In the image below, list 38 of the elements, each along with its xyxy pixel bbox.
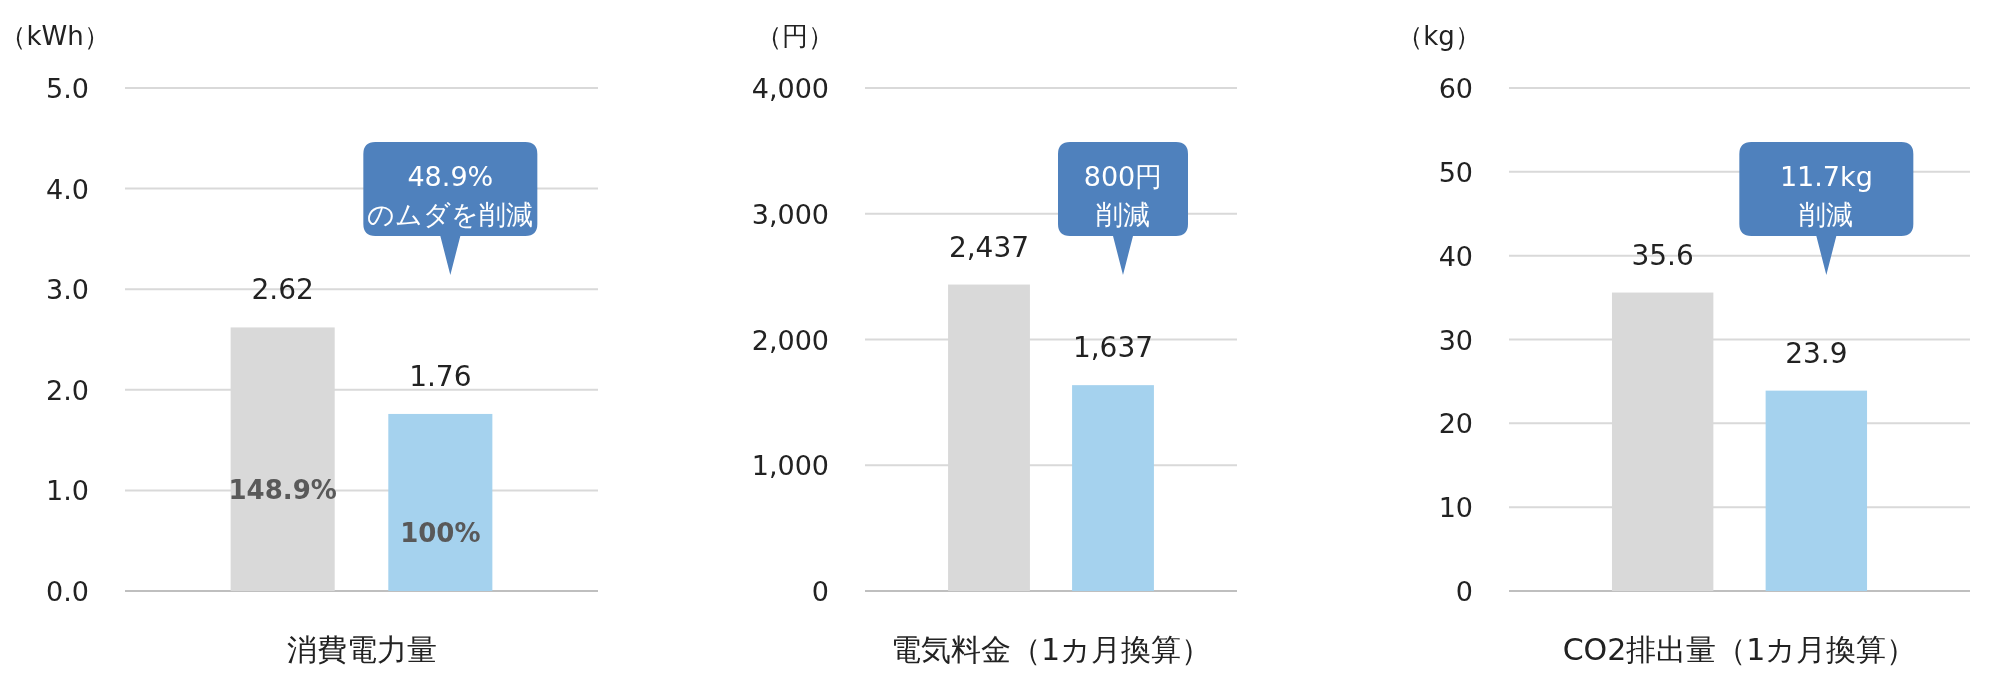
y-axis-title: （kWh） [0, 21, 110, 51]
y-tick-label: 30 [1438, 324, 1473, 356]
annotation: 100% [400, 518, 481, 549]
y-tick-label: 3,000 [751, 198, 829, 230]
y-tick-label: 4.0 [46, 173, 89, 205]
annotation: 800円 [1083, 161, 1163, 192]
y-axis-title: （kg） [1397, 21, 1481, 51]
y-tick-label: 2.0 [46, 374, 89, 406]
data-label: 2.62 [251, 273, 314, 307]
annotation: 48.9% [407, 161, 494, 192]
annotation: のムダを削減 [367, 199, 534, 230]
y-tick-label: 0 [1455, 576, 1473, 607]
y-tick-label: 40 [1438, 240, 1473, 272]
y-tick-label: 4,000 [751, 73, 829, 104]
data-label: 2,437 [948, 230, 1030, 264]
x-axis-title: 消費電力量 [286, 632, 437, 667]
y-tick-label: 1,000 [751, 450, 829, 482]
y-tick-label: 2,000 [751, 324, 829, 356]
y-tick-label: 50 [1438, 156, 1473, 188]
y-tick-label: 20 [1438, 408, 1473, 440]
annotation: 11.7kg [1779, 161, 1873, 192]
data-label: 1,637 [1072, 331, 1154, 365]
data-label: 35.6 [1631, 238, 1694, 272]
y-tick-label: 0 [811, 576, 829, 607]
y-tick-label: 3.0 [46, 274, 89, 306]
annotation: 削減 [1799, 199, 1854, 230]
data-label: 23.9 [1785, 336, 1848, 370]
annotation: 148.9% [228, 475, 337, 506]
y-tick-label: 60 [1438, 73, 1473, 104]
data-label: 1.76 [409, 359, 472, 393]
y-axis-title: （円） [756, 21, 834, 51]
annotation: 削減 [1096, 199, 1150, 230]
x-axis-title: 電気料金（1カ月換算） [890, 632, 1212, 667]
y-tick-label: 0.0 [46, 576, 89, 607]
y-tick-label: 5.0 [46, 73, 89, 104]
x-axis-title: CO2排出量（1カ月換算） [1562, 632, 1917, 667]
y-tick-label: 1.0 [46, 475, 89, 507]
y-tick-label: 10 [1438, 492, 1473, 524]
